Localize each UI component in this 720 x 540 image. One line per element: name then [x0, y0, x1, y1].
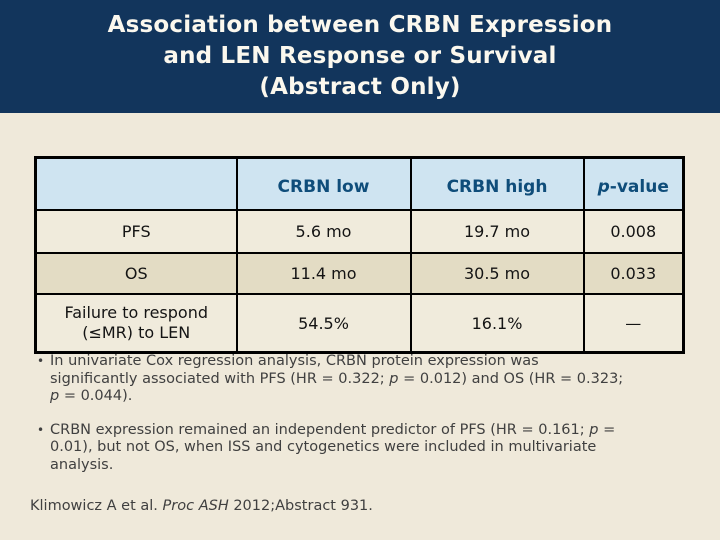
col-header-p-value: p-value — [582, 156, 685, 211]
table-row-pfs: PFS 5.6 mo 19.7 mo 0.008 — [34, 209, 685, 254]
bullet1-italic-p2: p — [50, 388, 60, 404]
cell-failure-crbn-high: 16.1% — [409, 293, 585, 354]
bullet2-italic-p: p — [589, 421, 599, 438]
table-row-os: OS 11.4 mo 30.5 mo 0.033 — [34, 252, 685, 295]
bullet-text-univariate: In univariate Cox regression analysis, C… — [50, 353, 630, 406]
table-corner-cell — [34, 156, 238, 211]
results-table: CRBN low CRBN high p-value PFS 5.6 mo 19… — [34, 156, 685, 354]
bullet1-seg0: In univariate Cox regression analysis, C… — [50, 353, 539, 387]
cell-failure-crbn-low: 54.5% — [235, 293, 412, 354]
citation-ref: 2012;Abstract 931. — [228, 498, 373, 514]
cell-pfs-p-value: 0.008 — [582, 209, 685, 254]
bullet-item-univariate: • In univariate Cox regression analysis,… — [30, 353, 630, 406]
page-title-line: Association between CRBN Expression — [107, 12, 613, 38]
page-title-line: (Abstract Only) — [259, 74, 461, 100]
cell-os-crbn-high: 30.5 mo — [409, 252, 585, 295]
table-row-failure-to-respond: Failure to respond (≤MR) to LEN 54.5% 16… — [34, 293, 685, 354]
cell-os-p-value: 0.033 — [582, 252, 685, 295]
bullet-list: • In univariate Cox regression analysis,… — [30, 353, 630, 490]
cell-pfs-crbn-high: 19.7 mo — [409, 209, 585, 254]
row-label-os: OS — [34, 252, 238, 295]
col-header-crbn-low: CRBN low — [235, 156, 412, 211]
bullet-marker: • — [37, 422, 45, 437]
bullet-marker: • — [37, 354, 45, 368]
bullet1-seg4: = 0.044). — [59, 388, 133, 404]
cell-os-crbn-low: 11.4 mo — [235, 252, 412, 295]
cell-failure-p-value: — — [582, 293, 685, 354]
cell-pfs-crbn-low: 5.6 mo — [235, 209, 412, 254]
page-title-line: and LEN Response or Survival — [163, 43, 557, 69]
row-label-pfs: PFS — [34, 209, 238, 254]
bullet2-seg0: CRBN expression remained an independent … — [50, 421, 590, 438]
bullet-text-multivariate: CRBN expression remained an independent … — [50, 422, 630, 475]
citation: Klimowicz A et al. Proc ASH 2012;Abstrac… — [30, 498, 373, 514]
bullet1-italic-p1: p — [389, 370, 399, 387]
title-band: Association between CRBN Expression and … — [0, 0, 720, 113]
p-value-italic-p: p — [597, 177, 610, 197]
citation-authors: Klimowicz A et al. — [30, 498, 163, 514]
bullet-item-multivariate: • CRBN expression remained an independen… — [30, 422, 630, 475]
table-header-row: CRBN low CRBN high p-value — [34, 156, 685, 211]
bullet2-seg2: = 0.01), but not OS, when ISS and cytoge… — [50, 421, 616, 473]
bullet1-seg2: = 0.012) and OS (HR = 0.323; — [398, 370, 624, 387]
col-header-crbn-high: CRBN high — [409, 156, 585, 211]
p-value-rest: -value — [609, 177, 669, 197]
citation-journal-italic: Proc ASH — [162, 498, 229, 514]
row-label-failure-to-respond: Failure to respond (≤MR) to LEN — [34, 293, 238, 354]
